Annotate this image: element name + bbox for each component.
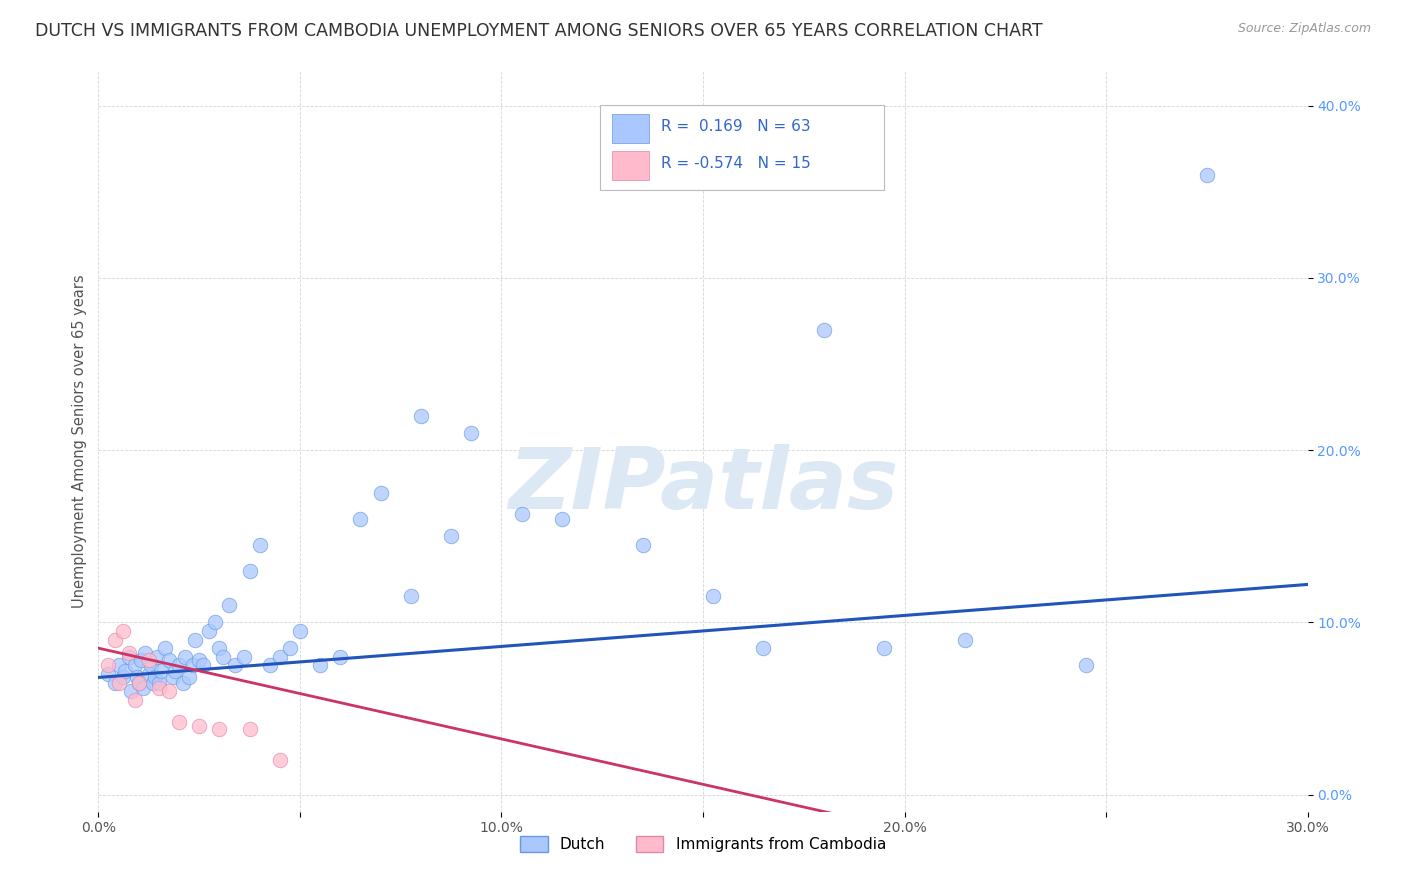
Point: [953, 632, 976, 647]
Point: [157, 653, 180, 667]
FancyBboxPatch shape: [613, 151, 648, 180]
Point: [288, 624, 311, 638]
Point: [97, 667, 120, 681]
Point: [111, 624, 134, 638]
Point: [129, 653, 152, 667]
Point: [134, 646, 156, 660]
Point: [163, 664, 186, 678]
Point: [153, 641, 176, 656]
Point: [752, 641, 775, 656]
Point: [1074, 658, 1097, 673]
Point: [124, 658, 146, 673]
Point: [179, 670, 201, 684]
FancyBboxPatch shape: [600, 104, 884, 190]
Point: [188, 718, 211, 732]
Point: [107, 658, 129, 673]
Point: [1195, 168, 1218, 182]
Point: [111, 670, 134, 684]
Point: [138, 667, 160, 681]
Text: R =  0.169   N = 63: R = 0.169 N = 63: [661, 120, 810, 135]
Point: [208, 722, 231, 736]
Point: [128, 675, 150, 690]
Point: [138, 653, 160, 667]
Point: [551, 512, 574, 526]
Point: [107, 675, 129, 690]
Point: [249, 538, 271, 552]
Point: [813, 323, 835, 337]
Point: [208, 641, 231, 656]
Point: [440, 529, 463, 543]
Point: [128, 675, 150, 690]
Point: [702, 590, 724, 604]
Text: Source: ZipAtlas.com: Source: ZipAtlas.com: [1237, 22, 1371, 36]
Point: [132, 681, 155, 695]
Point: [510, 507, 533, 521]
Point: [349, 512, 371, 526]
Point: [146, 649, 169, 664]
Point: [269, 753, 291, 767]
Point: [167, 658, 190, 673]
Point: [460, 425, 482, 440]
Text: ZIPatlas: ZIPatlas: [508, 444, 898, 527]
Point: [120, 684, 142, 698]
Point: [399, 590, 422, 604]
Point: [157, 684, 180, 698]
Legend: Dutch, Immigrants from Cambodia: Dutch, Immigrants from Cambodia: [512, 829, 894, 860]
Point: [259, 658, 281, 673]
Point: [148, 681, 170, 695]
Point: [212, 649, 235, 664]
Point: [162, 670, 184, 684]
Point: [239, 722, 262, 736]
Point: [103, 675, 125, 690]
Point: [103, 632, 125, 647]
Point: [114, 664, 136, 678]
Point: [269, 649, 291, 664]
Point: [184, 632, 207, 647]
Point: [224, 658, 246, 673]
Point: [118, 649, 141, 664]
Point: [409, 409, 432, 423]
Point: [167, 715, 190, 730]
Point: [232, 649, 254, 664]
Point: [329, 649, 352, 664]
FancyBboxPatch shape: [613, 113, 648, 144]
Point: [631, 538, 654, 552]
Point: [218, 598, 240, 612]
Point: [139, 658, 162, 673]
Point: [198, 624, 221, 638]
Point: [97, 658, 120, 673]
Point: [873, 641, 896, 656]
Point: [188, 653, 211, 667]
Point: [149, 664, 172, 678]
Point: [148, 675, 170, 690]
Point: [174, 649, 197, 664]
Point: [124, 693, 146, 707]
Point: [370, 486, 392, 500]
Point: [181, 658, 204, 673]
Point: [142, 675, 165, 690]
Point: [118, 646, 141, 660]
Point: [239, 564, 262, 578]
Point: [143, 670, 166, 684]
Point: [125, 670, 148, 684]
Point: [193, 658, 215, 673]
Point: [172, 675, 194, 690]
Text: DUTCH VS IMMIGRANTS FROM CAMBODIA UNEMPLOYMENT AMONG SENIORS OVER 65 YEARS CORRE: DUTCH VS IMMIGRANTS FROM CAMBODIA UNEMPL…: [35, 22, 1043, 40]
Point: [309, 658, 332, 673]
Y-axis label: Unemployment Among Seniors over 65 years: Unemployment Among Seniors over 65 years: [72, 275, 87, 608]
Point: [204, 615, 226, 630]
Point: [278, 641, 301, 656]
Text: R = -0.574   N = 15: R = -0.574 N = 15: [661, 156, 810, 171]
